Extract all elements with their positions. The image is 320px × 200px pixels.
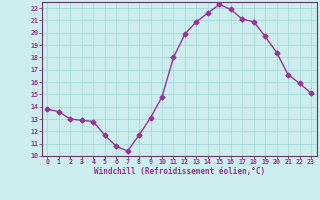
X-axis label: Windchill (Refroidissement éolien,°C): Windchill (Refroidissement éolien,°C) [94, 167, 265, 176]
